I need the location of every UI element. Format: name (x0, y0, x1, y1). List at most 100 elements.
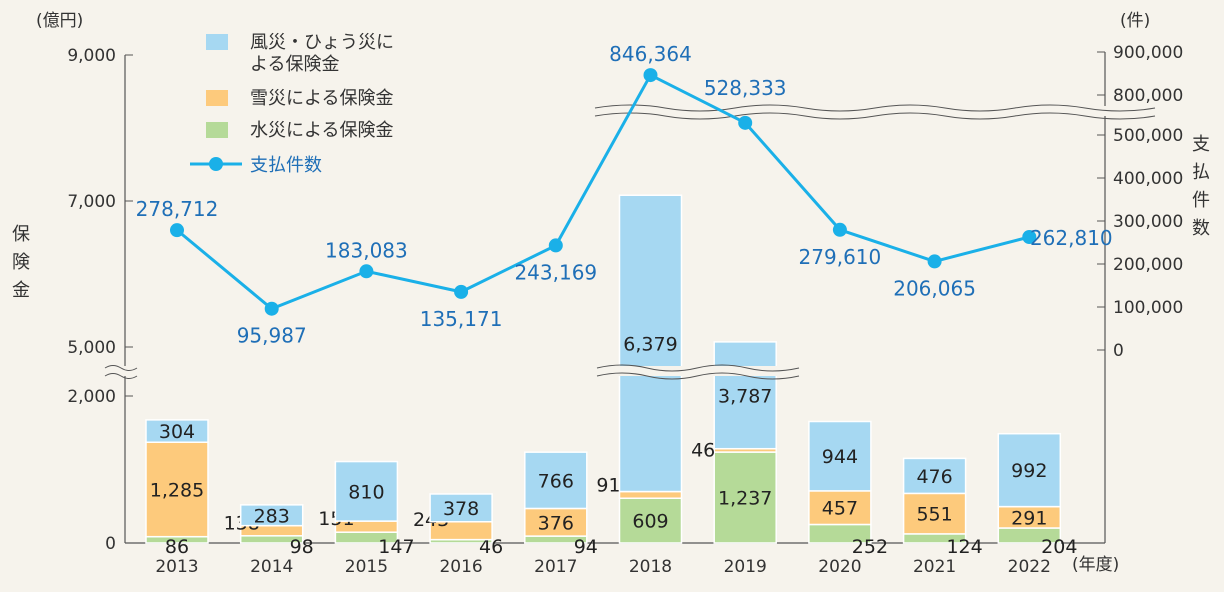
bar-value-label: 252 (852, 536, 888, 558)
bar-value-label: 476 (916, 466, 952, 488)
bar-value-label: 551 (916, 504, 952, 526)
x-tick-label: 2018 (629, 557, 672, 577)
left-axis-unit: (億円) (36, 11, 83, 31)
bar-wind (239, 504, 304, 527)
count-value-label: 278,712 (136, 197, 219, 221)
count-point (264, 301, 279, 316)
x-tick-label: 2015 (345, 557, 388, 577)
axis-break-gap (100, 366, 140, 376)
bar-value-label: 944 (822, 446, 858, 468)
bar-snow (902, 492, 967, 535)
count-point (738, 115, 753, 130)
bar-value-label: 1,285 (150, 479, 204, 501)
count-point (927, 254, 942, 269)
legend-label-wind-2: よる保険金 (250, 54, 339, 75)
right-axis-label-char: 払 (1192, 162, 1210, 183)
bar-value-label: 1,237 (718, 488, 772, 510)
bar-value-label: 457 (822, 498, 858, 520)
bar-wind (713, 341, 777, 450)
count-value-label: 279,610 (799, 245, 882, 269)
bar-value-label: 147 (378, 536, 414, 558)
bar-snow (808, 490, 872, 526)
bar-value-label: 98 (290, 536, 314, 558)
bar-wind (429, 493, 493, 523)
bar-snow (618, 490, 683, 499)
count-value-label: 846,364 (609, 42, 692, 66)
right-tick-label: 100,000 (1113, 298, 1183, 318)
x-tick-label: 2014 (250, 557, 293, 577)
bar-value-label: 6,379 (623, 333, 677, 355)
legend-label-wind: 風災・ひょう災に (250, 32, 394, 53)
right-break-gap (595, 106, 1155, 116)
bar-wind (902, 457, 967, 495)
count-point (548, 238, 563, 253)
right-tick-label: 500,000 (1113, 126, 1183, 146)
left-axis-label-char: 保 (12, 224, 30, 245)
x-tick-label: 2016 (439, 557, 482, 577)
right-axis-label-char: 件 (1192, 190, 1210, 211)
bar-value-label: 91 (596, 475, 620, 497)
left-tick-label: 9,000 (67, 46, 116, 66)
x-tick-label: 2013 (155, 557, 198, 577)
left-axis-label-char: 険 (12, 252, 30, 273)
bar-value-label: 3,787 (718, 385, 772, 407)
bar-break (596, 364, 800, 380)
legend-marker-count (209, 157, 223, 171)
count-point (1022, 229, 1037, 244)
x-tick-label: 2021 (913, 557, 956, 577)
count-point (643, 68, 658, 83)
bar-value-label: 46 (479, 536, 503, 558)
count-value-label: 95,987 (237, 324, 307, 348)
bar-water (713, 451, 777, 544)
right-tick-label: 0 (1113, 341, 1124, 361)
left-tick-label: 0 (105, 534, 116, 554)
count-point (170, 223, 184, 238)
bar-value-label: 86 (165, 536, 189, 558)
count-value-label: 243,169 (514, 260, 597, 284)
count-value-label: 206,065 (893, 276, 976, 300)
count-value-label: 528,333 (704, 76, 787, 100)
left-tick-label: 5,000 (67, 338, 116, 358)
left-tick-label: 7,000 (67, 192, 116, 212)
bar-value-label: 291 (1011, 507, 1047, 529)
bar-wind (334, 460, 399, 522)
count-point (832, 222, 847, 237)
count-value-label: 183,083 (325, 238, 408, 262)
bar-value-label: 204 (1041, 536, 1077, 558)
right-axis-label-char: 数 (1192, 218, 1210, 239)
bar-value-label: 992 (1011, 460, 1047, 482)
x-tick-label: 2020 (818, 557, 861, 577)
right-axis-break (594, 104, 1156, 120)
bar-wind (997, 432, 1062, 508)
bar-value-label: 609 (632, 511, 668, 533)
bar-value-label: 124 (946, 536, 982, 558)
bar-wind (524, 451, 588, 510)
bar-wind (618, 194, 683, 493)
right-tick-label: 400,000 (1113, 169, 1183, 189)
bar-break-gap (597, 366, 802, 376)
left-axis-label-char: 金 (12, 280, 30, 301)
x-axis-unit: (年度) (1072, 555, 1119, 575)
bar-value-label: 283 (254, 505, 290, 527)
right-tick-label: 200,000 (1113, 255, 1183, 275)
x-tick-label: 2019 (724, 557, 767, 577)
bar-value-label: 766 (538, 470, 574, 492)
legend-swatch-snow (206, 90, 228, 106)
bar-value-label: 810 (348, 481, 384, 503)
left-axis-break (104, 365, 138, 379)
bar-wind (145, 419, 209, 443)
bar-value-label: 376 (538, 512, 574, 534)
legend-label-count: 支払件数 (250, 155, 322, 176)
bar-wind (808, 420, 872, 492)
right-axis-unit: (件) (1120, 11, 1150, 31)
count-value-label: 262,810 (1030, 226, 1113, 250)
legend-label-snow: 雪災による保険金 (250, 88, 393, 109)
right-axis-label-char: 支 (1192, 134, 1210, 155)
count-line (176, 73, 1030, 311)
bar-value-label: 304 (159, 421, 195, 443)
count-point (359, 264, 374, 279)
legend-label-water: 水災による保険金 (250, 120, 393, 141)
x-tick-label: 2022 (1008, 557, 1051, 577)
